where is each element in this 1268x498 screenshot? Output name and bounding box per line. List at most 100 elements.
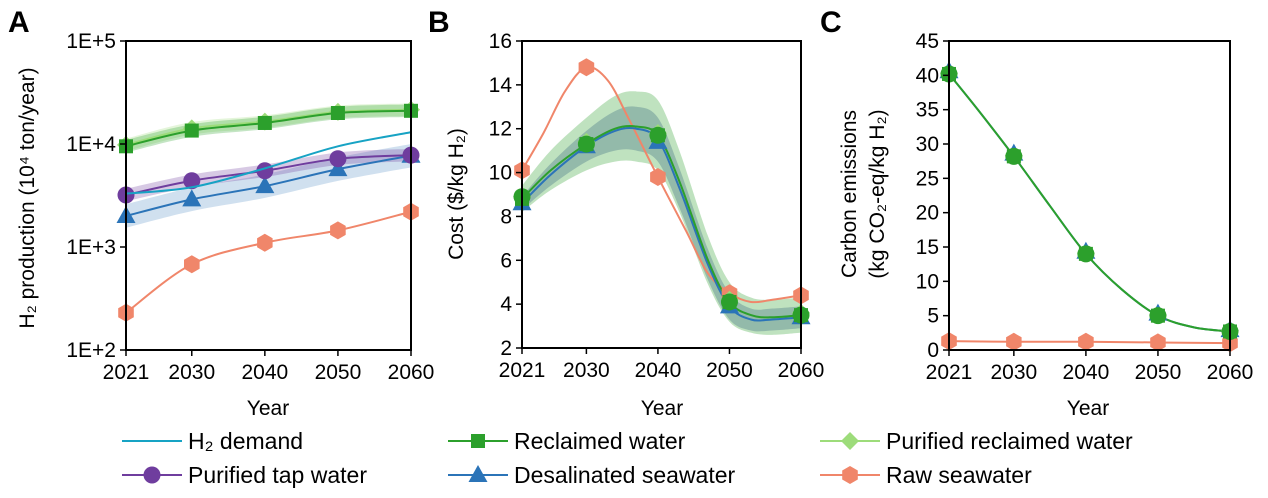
y-tick-label: 25 <box>916 167 939 190</box>
data-point <box>578 58 595 77</box>
x-tick-label: 2060 <box>1207 361 1254 384</box>
x-axis-label-b: Year <box>641 397 683 420</box>
chart-b: 2021 2030 2040 2050 2060 2 4 6 8 10 12 14 16 <box>489 30 825 382</box>
data-point <box>330 105 345 120</box>
series-line <box>125 210 412 314</box>
legend-item: Desalinated seawater <box>448 462 736 488</box>
x-tick-label: 2021 <box>926 361 973 384</box>
x-tick-label: 2060 <box>778 359 825 382</box>
legend-label: Reclaimed water <box>514 428 686 454</box>
y-tick-label: 35 <box>916 99 939 122</box>
x-axis-label-c: Year <box>1067 397 1109 420</box>
legend: H₂ demand Reclaimed water Purified reclaim… <box>122 428 1133 488</box>
y-tick-label: 15 <box>916 236 939 259</box>
data-point <box>257 233 273 252</box>
x-tick-label: 2030 <box>990 361 1037 384</box>
series-line <box>125 131 412 195</box>
data-point <box>1005 147 1023 165</box>
uncertainty-band <box>522 106 801 332</box>
data-point <box>182 189 202 207</box>
y-tick-label: 1E+4 <box>66 133 116 156</box>
plot-frame <box>125 40 412 351</box>
y-tick-label: 16 <box>489 30 512 53</box>
y-axis-label-b: Cost ($/kg H₂) <box>445 128 468 260</box>
y-tick-label: 8 <box>500 205 512 228</box>
data-point <box>184 255 200 274</box>
x-tick-label: 2040 <box>635 359 682 382</box>
x-tick-label: 2050 <box>315 361 362 384</box>
data-point <box>1006 332 1022 351</box>
plot-frame <box>948 40 1231 351</box>
y-axis-label-a: H₂ production (10⁴ ton/year) <box>16 67 39 328</box>
x-tick-label: 2050 <box>1135 361 1182 384</box>
x-axis-label-a: Year <box>247 397 289 420</box>
legend-label: Raw seawater <box>886 462 1032 488</box>
data-point <box>255 176 275 194</box>
legend-marker <box>143 466 161 484</box>
chart-c: 2021 2030 2040 2050 2060 0 5 10 15 20 25 30 35 40 45 <box>916 30 1254 384</box>
y-tick-label: 1E+2 <box>66 339 116 362</box>
y-tick-label: 40 <box>916 64 939 87</box>
data-point <box>328 159 348 177</box>
y-tick-label: 10 <box>489 162 512 185</box>
x-tick-label: 2021 <box>103 361 150 384</box>
y-axis-label-c-unit: (kg CO₂-eq/kg H₂) <box>866 109 889 278</box>
y-tick-label: 1E+3 <box>66 236 116 259</box>
panel-label-a: A <box>8 6 30 39</box>
y-tick-label: 2 <box>500 337 512 360</box>
data-point <box>650 168 666 186</box>
x-tick-label: 2040 <box>241 361 288 384</box>
legend-marker <box>841 432 859 450</box>
series-line <box>948 73 1231 333</box>
legend-label: Desalinated seawater <box>514 462 736 488</box>
y-tick-label: 30 <box>916 133 939 156</box>
y-tick-label: 6 <box>500 249 512 272</box>
x-tick-label: 2050 <box>706 359 753 382</box>
y-tick-label: 45 <box>916 30 939 53</box>
legend-label: H₂ demand <box>188 428 303 454</box>
panel-label-b: B <box>428 6 450 39</box>
plot-frame <box>521 40 802 349</box>
legend-item: Purified reclaimed water <box>820 428 1133 454</box>
data-point <box>1078 332 1094 351</box>
y-axis-label-c: Carbon emissions <box>838 110 861 278</box>
y-tick-label: 20 <box>916 202 939 225</box>
y-tick-label: 12 <box>489 118 512 141</box>
y-tick-label: 1E+5 <box>66 30 116 53</box>
y-tick-label: 10 <box>916 270 939 293</box>
legend-item: Raw seawater <box>820 462 1032 488</box>
legend-label: Purified reclaimed water <box>886 428 1133 454</box>
data-point <box>1149 307 1167 325</box>
legend-marker <box>842 466 858 484</box>
x-tick-label: 2040 <box>1063 361 1110 384</box>
x-tick-label: 2060 <box>388 361 435 384</box>
y-tick-label: 14 <box>489 74 513 97</box>
legend-marker <box>468 465 488 482</box>
data-point <box>257 115 272 130</box>
y-tick-label: 5 <box>927 305 939 328</box>
y-tick-label: 0 <box>927 339 939 362</box>
series-line <box>521 65 802 304</box>
data-point <box>184 123 199 138</box>
data-point <box>1077 245 1095 263</box>
legend-item: H₂ demand <box>122 428 303 454</box>
x-tick-label: 2030 <box>563 359 610 382</box>
y-tick-label: 4 <box>500 293 512 316</box>
series-line <box>948 73 1231 333</box>
legend-item: Purified tap water <box>122 462 367 488</box>
legend-marker <box>471 434 485 448</box>
x-tick-label: 2021 <box>499 359 546 382</box>
data-point <box>1150 333 1166 352</box>
legend-label: Purified tap water <box>188 462 367 488</box>
data-point <box>330 221 346 240</box>
data-point <box>577 135 595 153</box>
data-point <box>649 126 667 144</box>
x-tick-label: 2030 <box>168 361 215 384</box>
data-point <box>329 150 347 168</box>
data-point <box>720 293 738 311</box>
data-point <box>183 172 201 190</box>
panel-label-c: C <box>820 6 842 39</box>
chart-a: 2021 2030 2040 2050 2060 1E+2 1E+3 1E+4 1E+5 <box>66 30 434 384</box>
legend-item: Reclaimed water <box>448 428 686 454</box>
